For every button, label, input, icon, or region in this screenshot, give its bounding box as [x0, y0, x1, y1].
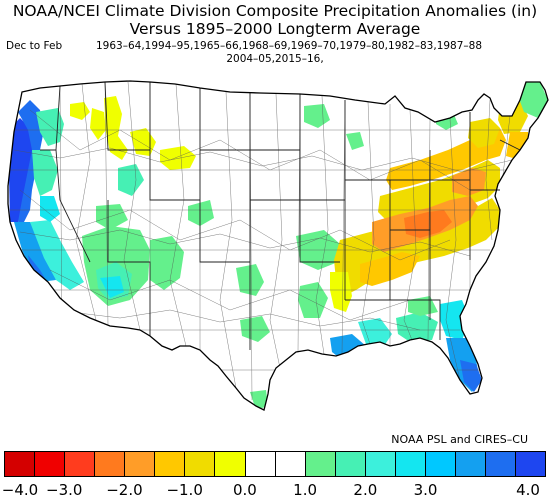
legend-swatch	[365, 452, 396, 476]
legend-swatch	[486, 452, 517, 476]
legend-swatch	[425, 452, 456, 476]
credit-label: NOAA PSL and CIRES–CU	[391, 433, 528, 446]
composite-years-line-1: 1963–64,1994–95,1965–66,1968–69,1969–70,…	[96, 40, 483, 52]
legend-tick-label: 0.0	[232, 481, 257, 499]
legend-tick-label: −2.0	[106, 481, 143, 499]
legend-swatch	[275, 452, 306, 476]
composite-years-line-2: 2004–05,2015–16,	[226, 53, 324, 65]
legend-tick-label: 3.0	[413, 481, 438, 499]
legend-tick-label: −1.0	[166, 481, 203, 499]
legend-tick-label: 2.0	[353, 481, 378, 499]
legend-tick-label: −4.0	[1, 481, 39, 499]
legend-swatch	[305, 452, 336, 476]
map-title-line-1: NOAA/NCEI Climate Division Composite Pre…	[12, 2, 538, 20]
legend-swatch	[185, 452, 216, 476]
legend-tick-label: 1.0	[293, 481, 318, 499]
legend-swatch	[125, 452, 156, 476]
legend-swatch	[395, 452, 426, 476]
legend-tick-label: −3.0	[46, 481, 83, 499]
legend-tick-label: 4.0	[516, 481, 540, 499]
color-legend-ticks: −4.0 −3.0 −2.0 −1.0 0.0 1.0 2.0 3.0 4.0	[0, 481, 550, 499]
legend-swatch	[155, 452, 186, 476]
legend-swatch	[95, 452, 126, 476]
legend-swatch	[455, 452, 486, 476]
color-legend-bar	[4, 451, 546, 477]
legend-swatch	[65, 452, 96, 476]
legend-swatch	[5, 452, 36, 476]
legend-swatch	[516, 452, 546, 476]
season-label: Dec to Feb	[6, 40, 63, 52]
legend-swatch	[215, 452, 246, 476]
legend-swatch	[335, 452, 366, 476]
legend-swatch	[245, 452, 276, 476]
map-title-line-2: Versus 1895–2000 Longterm Average	[129, 20, 421, 38]
legend-swatch	[35, 452, 66, 476]
